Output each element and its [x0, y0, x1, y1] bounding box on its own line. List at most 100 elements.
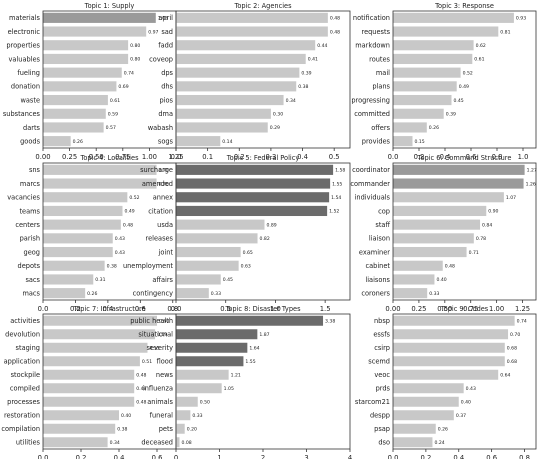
category-label: liaisons [365, 276, 390, 284]
value-label: 0.33 [429, 291, 439, 297]
value-label: 0.15 [415, 139, 425, 145]
panel-2: Topic 2: Agencies april 0.48 sad 0.48 fadd 0.4… [148, 2, 351, 161]
value-label: 0.49 [124, 209, 134, 215]
value-label: 0.43 [115, 250, 125, 256]
bar [43, 178, 157, 189]
panel-title: Topic 9: Codes [440, 305, 489, 313]
value-label: 0.90 [488, 209, 498, 215]
x-tick-label: 0.6 [135, 305, 146, 313]
value-label: 0.64 [500, 372, 510, 378]
bar [393, 369, 499, 380]
value-label: 0.48 [136, 399, 146, 405]
panel-5: Topic 5: Federal Policy surcharge 1.58 amen… [123, 154, 351, 313]
value-label: 0.63 [241, 263, 251, 269]
value-label: 0.57 [106, 125, 116, 131]
bar [43, 260, 105, 271]
value-label: 0.39 [301, 70, 311, 76]
category-label: releases [146, 235, 174, 243]
x-tick-label: 0.4 [297, 153, 308, 161]
value-label: 0.33 [211, 291, 221, 297]
value-label: 1.07 [506, 195, 516, 201]
axes-frame [175, 162, 351, 301]
bar [176, 67, 300, 78]
bar [393, 356, 505, 367]
category-label: usda [157, 221, 173, 229]
category-label: dso [378, 439, 390, 447]
category-label: coordinator [352, 166, 390, 174]
value-label: 0.26 [438, 426, 448, 432]
x-tick-label: 0.0 [171, 305, 182, 313]
value-label: 0.48 [136, 372, 146, 378]
x-tick-label: 0.00 [35, 153, 50, 161]
x-tick-label: 0.1 [202, 153, 213, 161]
bar [43, 136, 71, 147]
category-label: waste [20, 96, 40, 104]
bar [176, 164, 334, 175]
category-label: depots [18, 262, 41, 270]
category-label: situational [138, 331, 173, 339]
value-label: 0.59 [108, 111, 118, 117]
panel-title: Topic 4: Localities [79, 154, 139, 162]
x-tick-label: 0.00 [385, 305, 400, 313]
value-label: 0.37 [456, 413, 466, 419]
category-label: annex [153, 194, 173, 202]
bar [43, 396, 135, 407]
value-label: 0.41 [308, 57, 318, 63]
axes-frame [175, 10, 351, 149]
value-label: 0.48 [330, 29, 340, 35]
bar [43, 246, 113, 258]
bar [393, 274, 435, 285]
value-label: 0.26 [73, 139, 83, 145]
value-label: 0.43 [115, 236, 125, 242]
x-tick-label: 0.4 [440, 153, 451, 161]
x-tick-label: 0.0 [171, 153, 182, 161]
bar [43, 342, 148, 353]
x-tick-label: 0.8 [519, 454, 530, 459]
value-label: 0.48 [136, 386, 146, 392]
value-label: 0.52 [463, 70, 473, 76]
category-label: activities [10, 317, 40, 325]
bar [43, 383, 135, 394]
value-label: 1.27 [527, 168, 537, 174]
value-label: 0.70 [510, 332, 520, 338]
category-label: scemd [368, 358, 390, 366]
category-label: nbsp [374, 317, 390, 325]
value-label: 0.50 [200, 399, 210, 405]
category-label: vacancies [7, 194, 40, 202]
bar [43, 274, 94, 285]
value-label: 1.64 [249, 345, 259, 351]
x-tick-label: 0.50 [437, 305, 452, 313]
category-label: dps [161, 69, 173, 77]
bar [393, 12, 514, 23]
bar [393, 315, 515, 326]
category-label: news [156, 371, 174, 379]
category-label: notification [353, 14, 390, 22]
value-label: 0.33 [192, 413, 202, 419]
category-label: application [4, 358, 40, 366]
x-tick-label: 1.00 [489, 305, 504, 313]
category-label: sogs [158, 137, 174, 145]
bar [176, 122, 268, 133]
x-tick-label: 0.4 [102, 305, 113, 313]
value-label: 0.08 [181, 440, 191, 446]
panel-title: Topic 3: Response [434, 2, 494, 10]
bar [393, 288, 428, 299]
panel-3: Topic 3: Response notification 0.93 request… [351, 2, 537, 161]
category-label: fueling [17, 69, 40, 77]
x-tick-label: 0.8 [167, 305, 178, 313]
category-label: cop [378, 207, 390, 215]
category-label: pios [160, 96, 174, 104]
bar [393, 67, 461, 78]
category-label: offers [371, 124, 390, 132]
value-label: 0.70 [159, 168, 169, 174]
x-tick-label: 1.0 [270, 305, 281, 313]
value-label: 3.38 [325, 318, 335, 324]
value-label: 0.48 [445, 263, 455, 269]
category-label: centers [15, 221, 40, 229]
bar [43, 122, 104, 133]
bar [176, 136, 221, 147]
category-label: donation [11, 83, 40, 91]
bar [393, 219, 481, 230]
bar [43, 233, 113, 244]
bar [393, 94, 452, 106]
